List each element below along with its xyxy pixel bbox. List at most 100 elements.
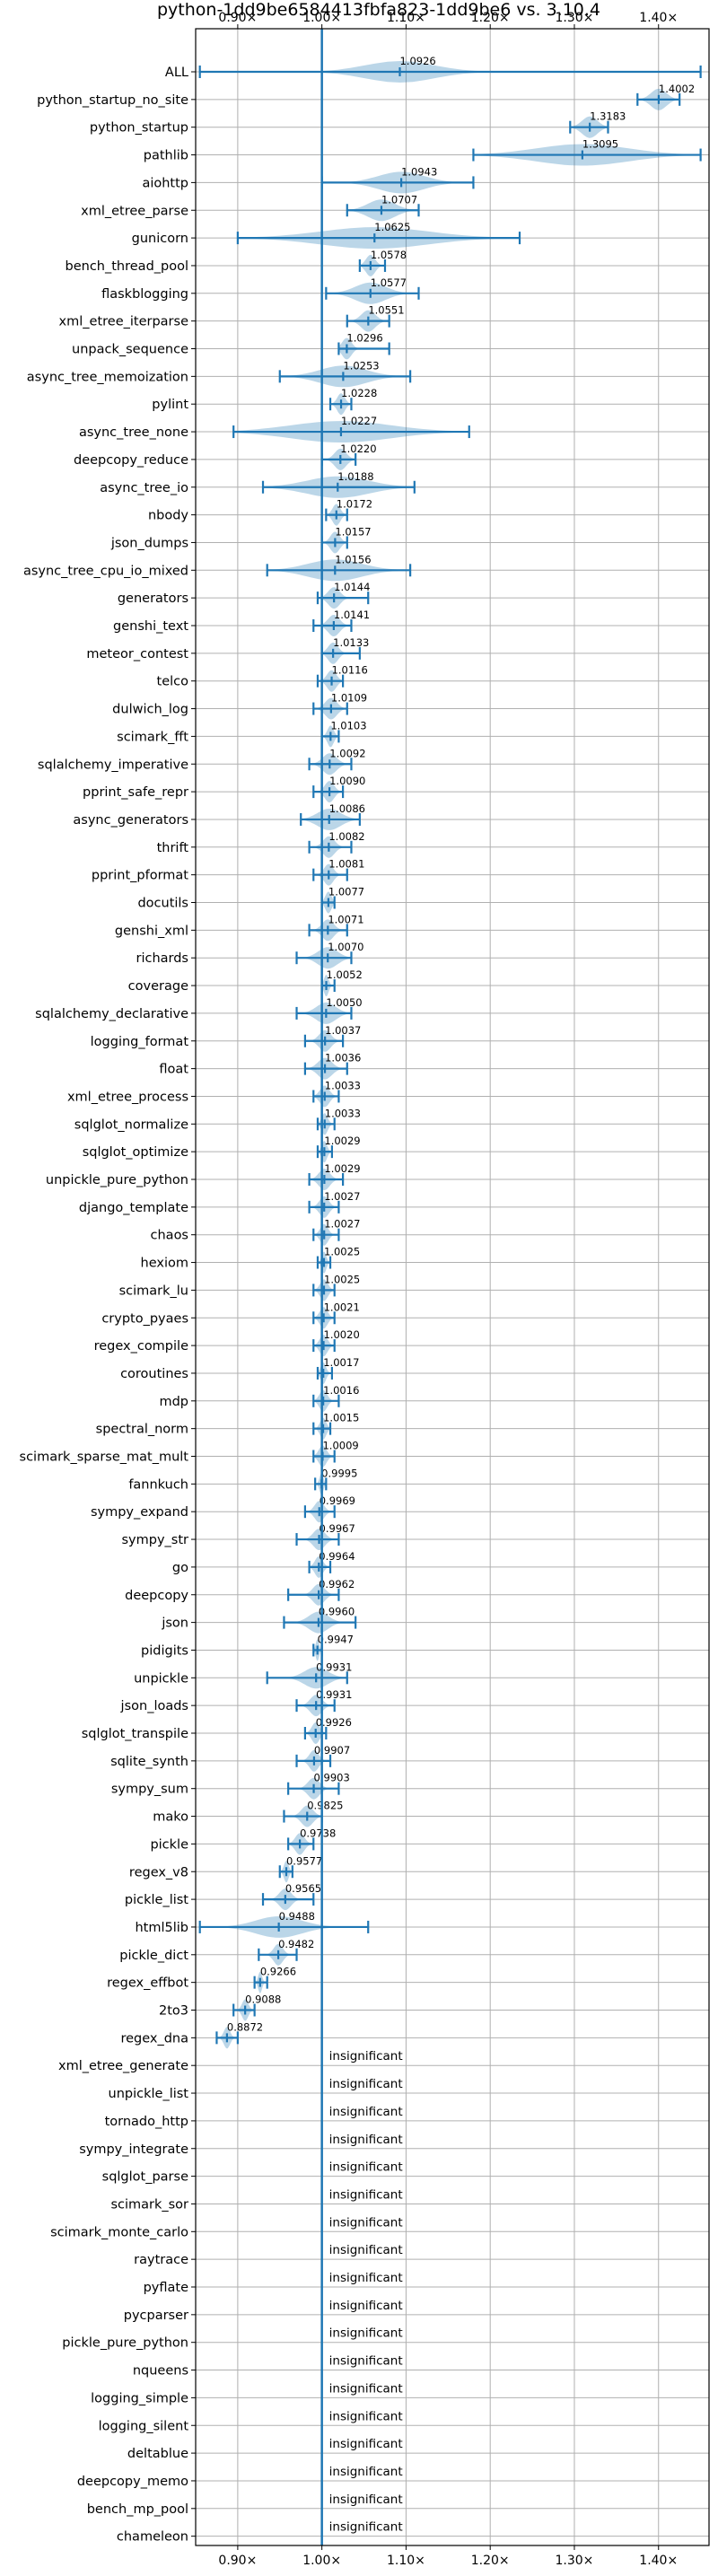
- row-labels: ALL python_startup_no_site python_startupp…: [20, 66, 189, 2545]
- value-label: 0.9960: [319, 1606, 355, 1618]
- row-label: genshi_text: [113, 619, 188, 634]
- value-label: 1.0157: [335, 525, 371, 538]
- insignificant-label: insignificant: [329, 2326, 403, 2341]
- value-label: 1.0156: [335, 553, 371, 565]
- row-label: fannkuch: [128, 1477, 188, 1492]
- insignificant-label: insignificant: [329, 2381, 403, 2396]
- row-label: crypto_pyaes: [101, 1311, 188, 1326]
- insignificant-label: insignificant: [329, 2105, 403, 2119]
- x-axis-ticks: 0.90× 0.90× 1.00× 1.00× 1.10× 1.10× 1.20× 1.20×…: [191, 11, 678, 2568]
- insignificant-label: insignificant: [329, 2465, 403, 2479]
- row-label: sympy_expand: [91, 1505, 188, 1520]
- value-label: 1.0033: [325, 1079, 361, 1091]
- value-label: 1.0943: [401, 165, 437, 178]
- value-label: 1.0144: [334, 581, 370, 593]
- value-label: 1.4002: [659, 83, 695, 95]
- row-label: regex_dna: [120, 2031, 188, 2046]
- row-label: pickle: [150, 1837, 188, 1852]
- plot-marks: 1.0926 1.4002 1.3183 1.3095 1.0943 1.0707 1.06…: [198, 29, 702, 2545]
- value-label: 1.0625: [374, 221, 410, 233]
- row-label: hexiom: [141, 1257, 188, 1271]
- x-tick-label-top: 1.10×: [387, 11, 425, 25]
- value-label: 1.0050: [326, 996, 362, 1009]
- value-label: 0.9482: [278, 1938, 314, 1950]
- row-label: sympy_integrate: [79, 2142, 188, 2157]
- value-label: 1.0707: [381, 193, 417, 206]
- row-label: logging_format: [91, 1035, 189, 1049]
- row-label: unpickle: [134, 1671, 188, 1686]
- x-tick-label-top: 1.00×: [302, 11, 341, 25]
- insignificant-label: insignificant: [329, 2160, 403, 2175]
- chart-title: python-1dd9be6584413fbfa823-1dd9be6 vs. …: [157, 0, 600, 20]
- value-label: 1.0296: [346, 332, 382, 345]
- row-label: json_loads: [120, 1699, 188, 1713]
- row-label: meteor_contest: [86, 647, 188, 662]
- value-label: 1.0092: [329, 747, 365, 759]
- insignificant-label: insignificant: [329, 2493, 403, 2507]
- row-label: unpickle_pure_python: [46, 1173, 188, 1187]
- row-label: regex_v8: [129, 1865, 188, 1879]
- value-label: 0.9931: [316, 1688, 352, 1701]
- value-label: 0.9947: [318, 1633, 354, 1645]
- row-label: regex_compile: [94, 1339, 188, 1354]
- value-label: 1.0009: [322, 1440, 358, 1452]
- row-label: scimark_sor: [110, 2197, 188, 2212]
- row-label: unpack_sequence: [72, 343, 188, 357]
- value-label: 1.0037: [325, 1024, 361, 1037]
- row-label: 2to3: [159, 2004, 188, 2019]
- row-label: pylint: [152, 398, 188, 412]
- row-label: deltablue: [127, 2447, 188, 2461]
- value-label: 1.0071: [328, 913, 363, 925]
- value-label: 1.0029: [324, 1135, 360, 1147]
- insignificant-label: insignificant: [329, 2133, 403, 2147]
- x-tick-label-top: 0.90×: [218, 11, 257, 25]
- value-label: 1.3183: [590, 110, 626, 123]
- value-label: 1.0020: [324, 1328, 360, 1341]
- row-label: pycparser: [124, 2309, 188, 2323]
- row-label: mdp: [159, 1395, 188, 1409]
- value-label: 0.9266: [260, 1966, 296, 1978]
- row-label: pidigits: [141, 1643, 188, 1658]
- row-label: async_tree_io: [100, 481, 188, 495]
- value-label: 0.9995: [321, 1467, 357, 1479]
- x-tick-label-bottom: 0.90×: [218, 2554, 257, 2568]
- row-label: coverage: [128, 979, 188, 994]
- row-label: sqlalchemy_declarative: [35, 1007, 188, 1021]
- row-label: chaos: [151, 1229, 188, 1243]
- value-label: 1.0082: [328, 830, 364, 843]
- row-label: genshi_xml: [115, 924, 188, 938]
- row-label: async_tree_cpu_io_mixed: [23, 564, 188, 578]
- row-label: thrift: [157, 841, 189, 855]
- row-label: pickle_list: [125, 1893, 188, 1907]
- value-label: 0.9907: [314, 1744, 350, 1757]
- insignificant-label: insignificant: [329, 2243, 403, 2257]
- row-label: logging_simple: [91, 2391, 188, 2405]
- x-tick-label-bottom: 1.30×: [556, 2554, 594, 2568]
- row-label: sqlite_synth: [110, 1755, 188, 1769]
- row-label: xml_etree_parse: [81, 204, 188, 218]
- x-tick-label-bottom: 1.10×: [387, 2554, 425, 2568]
- insignificant-label: insignificant: [329, 2520, 403, 2535]
- value-label: 1.0029: [324, 1162, 360, 1175]
- row-label: scimark_sparse_mat_mult: [20, 1450, 189, 1465]
- row-label: python_startup: [90, 121, 188, 136]
- value-label: 0.9488: [279, 1910, 315, 1923]
- row-label: raytrace: [134, 2253, 188, 2267]
- value-label: 1.0077: [328, 886, 364, 898]
- x-tick-label-bottom: 1.00×: [302, 2554, 341, 2568]
- value-label: 1.0027: [324, 1218, 360, 1231]
- value-label: 1.0027: [324, 1190, 360, 1203]
- value-label: 1.0090: [329, 775, 365, 787]
- row-label: richards: [136, 951, 188, 966]
- value-label: 1.0109: [331, 692, 367, 705]
- value-label: 0.9962: [319, 1578, 355, 1590]
- row-label: dulwich_log: [112, 703, 188, 717]
- row-label: float: [159, 1063, 188, 1077]
- row-label: bench_thread_pool: [66, 259, 188, 274]
- x-tick-label-bottom: 1.20×: [471, 2554, 510, 2568]
- row-label: json_dumps: [110, 536, 188, 550]
- row-label: deepcopy: [125, 1589, 188, 1603]
- value-label: 0.9825: [307, 1800, 343, 1812]
- value-label: 0.9565: [285, 1882, 321, 1895]
